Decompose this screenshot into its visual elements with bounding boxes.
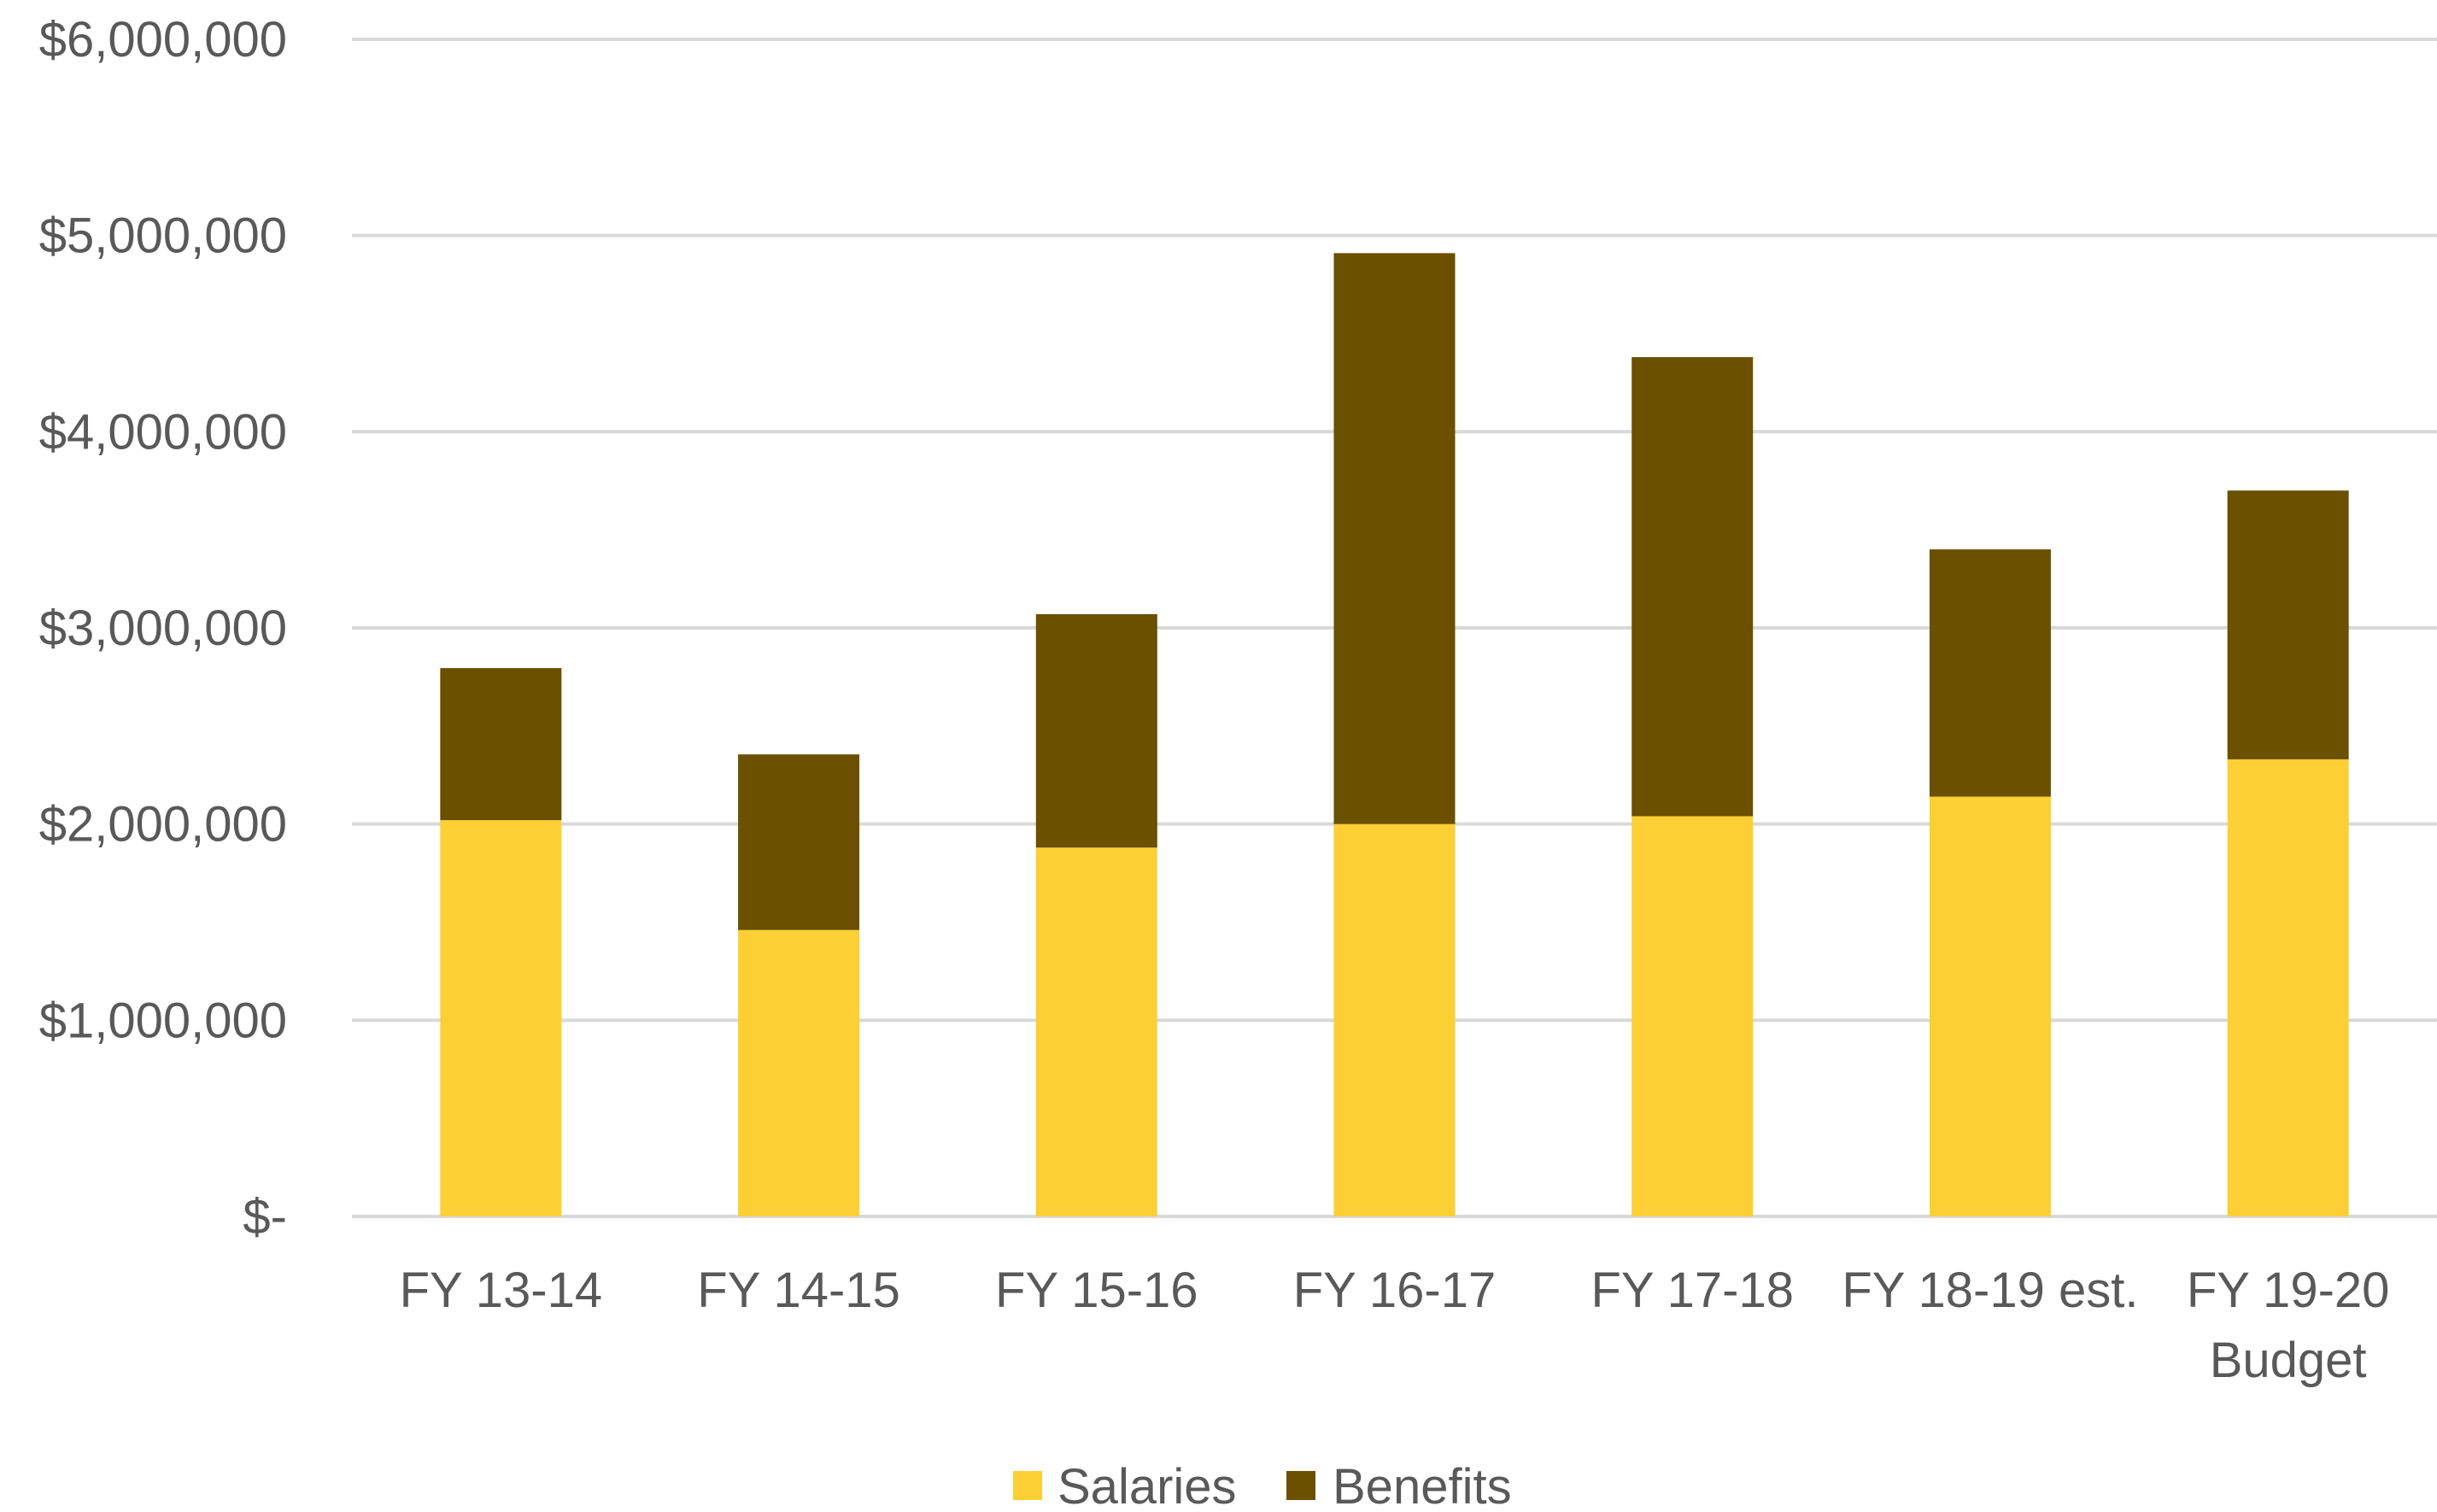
x-tick-label: FY 16-17	[1293, 1263, 1497, 1318]
bar-benefits-4	[1632, 357, 1754, 817]
bar-benefits-0	[440, 668, 562, 821]
y-tick-label: $6,000,000	[39, 12, 287, 67]
legend-label-salaries: Salaries	[1057, 1459, 1237, 1512]
x-tick-label: FY 14-15	[697, 1263, 900, 1318]
y-axis-labels: $- $1,000,000 $2,000,000 $3,000,000 $4,000,0…	[39, 12, 287, 1245]
y-tick-label: $2,000,000	[39, 797, 287, 853]
x-tick-label: Budget	[2210, 1333, 2367, 1388]
legend: Salaries Benefits	[1013, 1459, 1512, 1512]
legend-swatch-salaries	[1013, 1471, 1042, 1500]
bar-benefits-2	[1035, 613, 1157, 848]
x-tick-label: FY 15-16	[995, 1263, 1198, 1318]
x-axis-labels: FY 13-14 FY 14-15 FY 15-16 FY 16-17 FY 17-18…	[400, 1263, 2390, 1388]
bar-benefits-5	[1929, 549, 2051, 797]
y-tick-label: $3,000,000	[39, 601, 287, 656]
bar-salaries-4	[1632, 816, 1754, 1216]
bar-salaries-6	[2227, 759, 2349, 1216]
bar-salaries-2	[1035, 847, 1157, 1216]
bar-salaries-0	[440, 820, 562, 1216]
bar-benefits-1	[738, 754, 860, 930]
bar-salaries-5	[1929, 796, 2051, 1216]
y-tick-label: $5,000,000	[39, 208, 287, 264]
legend-label-benefits: Benefits	[1333, 1459, 1512, 1512]
y-tick-label: $4,000,000	[39, 404, 287, 460]
legend-swatch-benefits	[1286, 1471, 1315, 1500]
bar-benefits-6	[2227, 490, 2349, 759]
y-tick-label: $-	[243, 1189, 287, 1245]
x-tick-label: FY 19-20	[2187, 1263, 2390, 1318]
bars	[440, 253, 2349, 1216]
bar-benefits-3	[1333, 253, 1456, 824]
x-tick-label: FY 17-18	[1590, 1263, 1794, 1318]
y-tick-label: $1,000,000	[39, 993, 287, 1048]
bar-salaries-1	[738, 929, 860, 1216]
bar-salaries-3	[1333, 823, 1456, 1216]
x-tick-label: FY 13-14	[400, 1263, 603, 1318]
x-tick-label: FY 18-19 est.	[1842, 1263, 2138, 1318]
